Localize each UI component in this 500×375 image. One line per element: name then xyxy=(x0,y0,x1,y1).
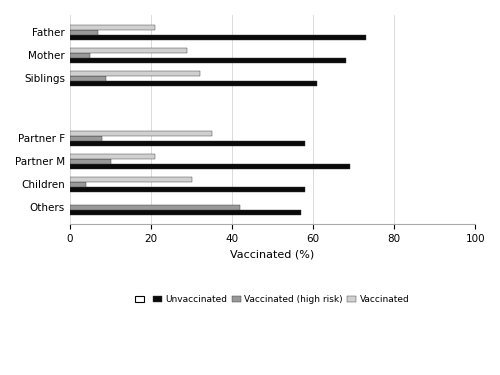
Bar xyxy=(70,130,212,136)
Bar xyxy=(70,136,102,141)
Bar xyxy=(70,177,192,182)
Bar xyxy=(70,164,349,169)
Legend: , Unvaccinated, Vaccinated (high risk), Vaccinated: , Unvaccinated, Vaccinated (high risk), … xyxy=(132,292,414,308)
Bar xyxy=(70,76,106,81)
Bar xyxy=(70,187,305,192)
Bar xyxy=(70,205,240,210)
Bar xyxy=(70,30,98,34)
Bar xyxy=(70,154,155,159)
Bar xyxy=(70,34,366,40)
Bar xyxy=(70,81,317,86)
Bar xyxy=(70,58,345,63)
Bar xyxy=(70,159,110,164)
Bar xyxy=(70,53,90,58)
Bar xyxy=(70,182,86,187)
X-axis label: Vaccinated (%): Vaccinated (%) xyxy=(230,250,314,260)
Bar xyxy=(70,48,188,53)
Bar xyxy=(70,141,305,146)
Bar xyxy=(70,210,301,215)
Bar xyxy=(70,24,155,30)
Bar xyxy=(70,70,200,76)
